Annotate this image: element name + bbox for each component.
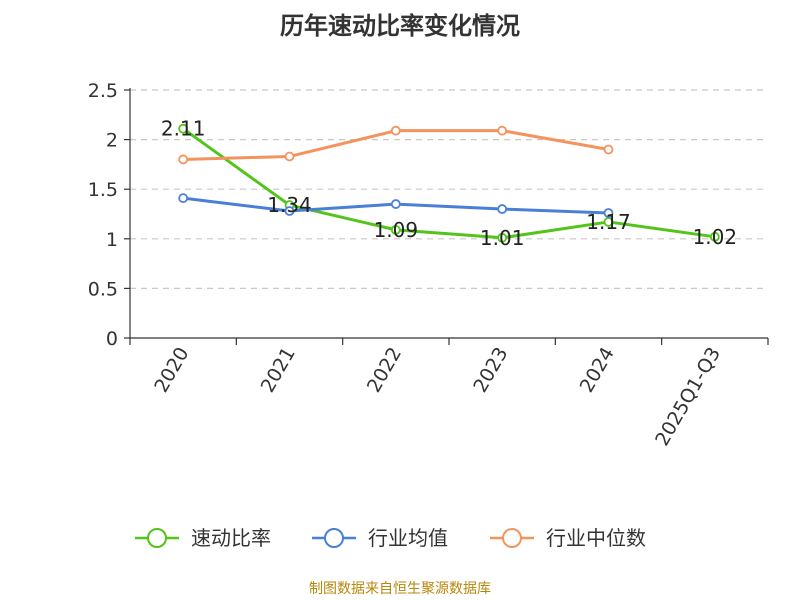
source-note: 制图数据来自恒生聚源数据库 (309, 581, 491, 597)
legend-label-0: 速动比率 (191, 526, 271, 550)
series-1-point-2 (390, 199, 401, 209)
grid-lines (130, 89, 768, 289)
series-line-0 (182, 127, 716, 240)
legend-label-2: 行业中位数 (546, 526, 646, 550)
series-1-point-0 (178, 193, 189, 204)
series-0-point-4 (603, 217, 614, 227)
data-label-0: 2.11 (161, 117, 206, 141)
series-1-point-1 (284, 206, 295, 216)
legend-marker-1 (324, 528, 344, 548)
x-tick-label-2: 2022 (363, 344, 406, 397)
series-2-point-2 (390, 125, 401, 136)
x-tick-label-5: 2025Q1-Q3 (651, 344, 725, 450)
y-tick-label-0: 0 (106, 328, 118, 350)
series-2-point-0 (178, 154, 189, 165)
x-tick-label-3: 2023 (469, 343, 512, 396)
series-lines (178, 123, 720, 243)
data-labels: 2.11 1.34 1.09 1.01 1.17 1.02 (161, 117, 737, 250)
series-2-point-4 (603, 144, 614, 155)
data-label-2: 1.09 (374, 218, 419, 242)
y-tick-label-5: 2.5 (88, 80, 118, 102)
series-0-point-0 (178, 123, 189, 134)
series-1-point-3 (497, 204, 508, 214)
y-tick-label-1: 0.5 (88, 278, 118, 300)
series-2-point-1 (284, 151, 295, 162)
legend-marker-2 (502, 528, 522, 548)
legend-marker-0 (147, 528, 167, 548)
series-1-point-4 (603, 208, 614, 218)
data-label-4: 1.17 (586, 210, 631, 234)
x-tick-label-1: 2021 (257, 344, 300, 397)
legend-label-1: 行业均值 (368, 526, 448, 550)
x-tick-label-4: 2024 (576, 344, 619, 397)
data-label-1: 1.34 (267, 193, 312, 217)
series-2-point-3 (497, 125, 508, 136)
series-0-point-5 (709, 231, 720, 242)
x-tick-label-0: 2020 (150, 344, 193, 397)
data-label-3: 1.01 (480, 226, 525, 250)
series-0-point-2 (390, 224, 401, 235)
y-tick-label-3: 1.5 (88, 179, 118, 201)
series-0-point-3 (497, 232, 508, 243)
chart-title: 历年速动比率变化情况 (280, 12, 520, 40)
legend: 速动比率 行业均值 行业中位数 (135, 526, 646, 550)
y-tick-label-2: 1 (106, 229, 118, 251)
data-label-5: 1.02 (693, 225, 738, 249)
y-tick-label-4: 2 (106, 130, 118, 152)
